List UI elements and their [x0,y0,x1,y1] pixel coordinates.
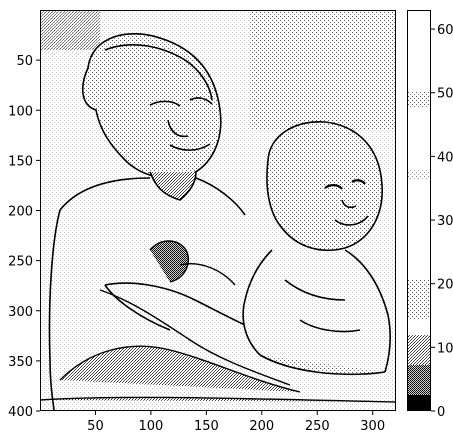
colorbar-tick-label: 30 [437,214,453,229]
colorbar-tick-label: 60 [437,23,453,38]
blanket-region [40,240,396,403]
y-tick-label: 400 [8,405,33,420]
x-tick-label: 150 [194,419,219,434]
baby-figure [242,121,391,376]
x-axis-ticks: 50 100 150 200 250 300 [87,411,385,434]
colorbar-ticks: 0 10 20 30 40 50 60 [431,23,453,420]
colorbar-band [407,170,431,180]
boy-figure [48,32,246,411]
colorbar-tick-label: 0 [437,405,445,420]
colorbar-band [407,395,431,411]
x-tick-label: 100 [138,419,163,434]
y-tick-label: 200 [8,205,33,220]
colorbar-band [407,280,431,320]
y-tick-label: 150 [8,154,33,169]
image-axes-frame [40,10,396,411]
x-tick-label: 50 [87,419,104,434]
colorbar [407,10,431,411]
colorbar-tick-label: 50 [437,87,453,102]
x-tick-label: 300 [360,419,385,434]
x-tick-label: 200 [249,419,274,434]
y-tick-label: 250 [8,255,33,270]
y-tick-label: 50 [16,54,33,69]
y-tick-label: 100 [8,104,33,119]
y-axis-ticks: 50 100 150 200 250 300 350 400 [8,54,40,420]
colorbar-frame [407,10,431,411]
colorbar-tick-label: 40 [437,150,453,165]
colorbar-band [407,365,431,395]
y-tick-label: 350 [8,355,33,370]
colorbar-band [407,335,431,365]
x-tick-label: 250 [305,419,330,434]
y-tick-label: 300 [8,305,33,320]
colorbar-tick-label: 10 [437,341,453,356]
colorbar-band [407,92,431,108]
colorbar-tick-label: 20 [437,278,453,293]
heatmap-image [40,10,396,411]
